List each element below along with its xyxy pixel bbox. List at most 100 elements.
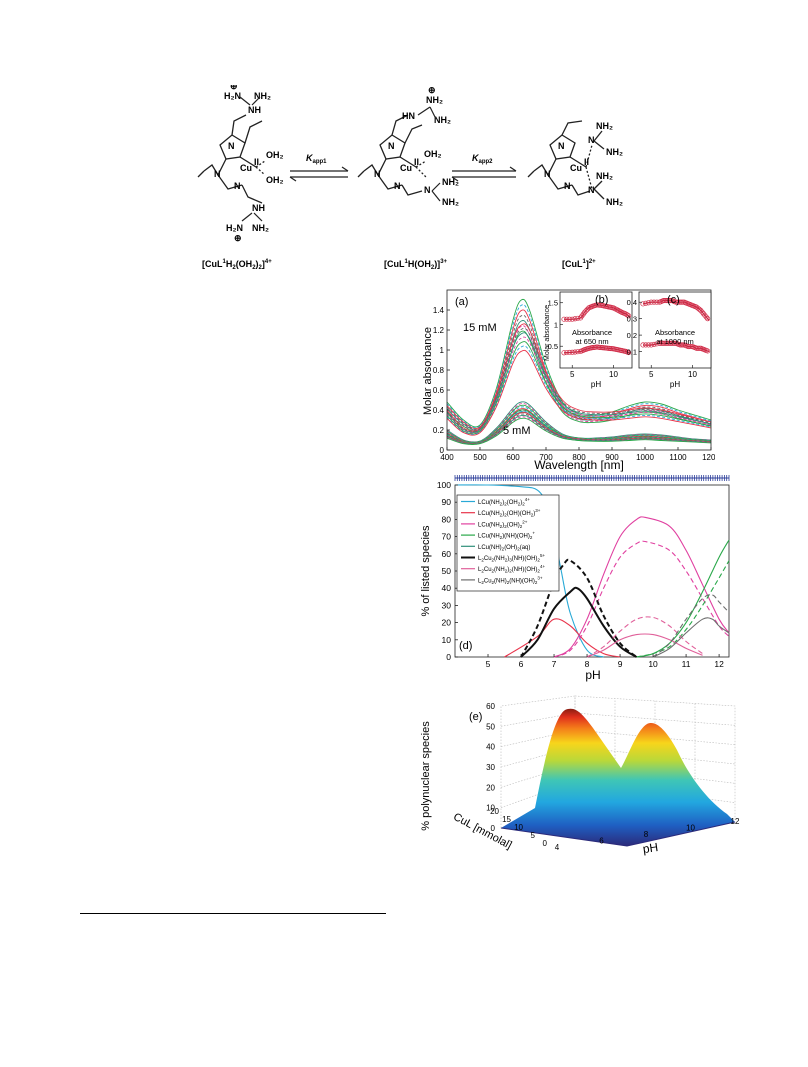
spectrum-line	[446, 345, 712, 435]
k-app1-label: Kapp1	[306, 153, 327, 165]
x-tick-label: 8	[585, 659, 590, 669]
x-tick-label: 10	[688, 370, 697, 379]
atom-n: N	[214, 169, 221, 179]
atom-n: N	[388, 141, 395, 151]
grid-line	[500, 763, 576, 788]
atom-n: N	[588, 185, 595, 195]
atom-cu-ox: II	[414, 157, 419, 167]
fit-line	[642, 342, 710, 353]
equilibrium-arrow-2	[451, 166, 517, 182]
panel-e-xlabel: pH	[642, 840, 659, 856]
atom-nh: NH	[248, 105, 261, 115]
atom-nh2: NH₂	[426, 95, 443, 105]
data-point	[698, 307, 704, 313]
y-tick-label: 0	[543, 839, 548, 848]
data-point	[566, 349, 573, 356]
data-point	[705, 348, 711, 354]
data-point	[572, 316, 578, 322]
panel-b-annotation-2: at 650 nm	[575, 337, 608, 346]
spectrum-line	[446, 304, 712, 429]
y-tick-label: 0.6	[433, 386, 445, 395]
data-point	[561, 350, 567, 356]
reaction-scheme: N N N Cu II OH₂ OH₂ NH H₂N NH₂ ⊕ NH H₂N …	[190, 81, 650, 275]
x-tick-label: 700	[539, 453, 553, 462]
species-label-2: [CuL1H(OH2)]3+	[384, 259, 448, 271]
z-tick-label: 20	[486, 783, 495, 792]
species-line	[504, 618, 621, 658]
species-line	[652, 617, 730, 658]
data-point	[564, 350, 570, 356]
atom-oh2: OH₂	[266, 175, 284, 185]
data-point	[645, 300, 652, 306]
scheme-svg: N N N Cu II OH₂ OH₂ NH H₂N NH₂ ⊕ NH H₂N …	[197, 81, 623, 271]
atom-h2n: H₂N	[224, 91, 241, 101]
y-tick-label: 0	[446, 652, 451, 662]
plus-icon: ⊕	[234, 233, 242, 243]
atom-n: N	[234, 181, 241, 191]
panel-e-letter: (e)	[469, 711, 482, 723]
panel-b-letter: (b)	[595, 294, 608, 306]
plus-icon: ⊕	[230, 85, 238, 91]
data-point	[566, 316, 573, 322]
x-tick-label: 600	[506, 453, 520, 462]
z-tick-label: 60	[486, 702, 495, 711]
panel-c-annotation-2: at 1000 nm	[656, 337, 694, 346]
y-tick-label: 100	[437, 480, 451, 490]
plus-icon: ⊕	[428, 85, 436, 95]
x-tick-label: 5	[649, 370, 654, 379]
y-tick-label: 0.8	[433, 366, 445, 375]
atom-cu: Cu	[400, 163, 412, 173]
y-tick-label: 0.4	[627, 298, 637, 307]
panel-b-annotation: Absorbance	[572, 328, 612, 337]
panel-a-ylabel: Molar absorbance	[422, 327, 434, 415]
atom-n: N	[544, 169, 551, 179]
y-tick-label: 10	[514, 823, 523, 832]
x-tick-label: 6	[519, 659, 524, 669]
atom-n: N	[558, 141, 565, 151]
y-tick-label: 80	[442, 514, 452, 524]
atom-cu: Cu	[570, 163, 582, 173]
z-tick-label: 10	[486, 804, 495, 813]
speciation-figure: 5 6 7 8 9 10 11 12 0 10 20 30 40 50 60 70 80 90 100 % of l…	[420, 475, 730, 682]
panel-e-zlabel: % polynuclear species	[420, 721, 432, 831]
species-line	[553, 540, 730, 658]
species-label-1: [CuL1H2(OH2)2]4+	[202, 259, 272, 271]
x-tick-label: 1100	[669, 453, 687, 462]
panel-d-xlabel: pH	[585, 668, 600, 682]
spectrum-line	[446, 323, 712, 432]
atom-n: N	[588, 135, 595, 145]
spectrum-line	[446, 417, 712, 445]
fit-line	[563, 346, 631, 354]
x-tick-label: 11	[682, 659, 691, 669]
panel-a-letter: (a)	[455, 296, 468, 308]
fit-line	[642, 299, 710, 321]
atom-nh2: NH₂	[606, 197, 623, 207]
y-tick-label: 15	[502, 815, 511, 824]
label-15mm: 15 mM	[463, 322, 497, 334]
atom-nh2: NH₂	[434, 115, 451, 125]
x-tick-label: 9	[618, 659, 623, 669]
x-tick-label: 12	[714, 659, 724, 669]
atom-n: N	[424, 185, 431, 195]
x-tick-label: 1000	[636, 453, 654, 462]
data-point	[696, 306, 702, 312]
data-point	[705, 316, 711, 322]
y-tick-label: 1.4	[433, 306, 445, 315]
legend-entry: LCu(NH2)2(OH)22+	[478, 519, 528, 529]
y-tick-label: 0.1	[627, 348, 637, 357]
spectrum-line	[446, 327, 712, 433]
atom-n: N	[374, 169, 381, 179]
equilibrium-arrow-1	[289, 166, 349, 182]
spectrum-line	[446, 341, 712, 435]
molecule-3	[527, 120, 605, 200]
x-tick-label: 5	[486, 659, 491, 669]
data-point	[648, 342, 654, 348]
spectrum-line	[446, 403, 712, 443]
x-tick-label: 8	[644, 830, 649, 839]
spectrum-line	[446, 349, 712, 436]
legend-entry: L2Cu2(NH2)2(NH)(OH)24+	[478, 564, 545, 574]
data-point	[569, 316, 575, 322]
atom-nh2: NH₂	[252, 223, 269, 233]
species-line	[636, 560, 730, 658]
